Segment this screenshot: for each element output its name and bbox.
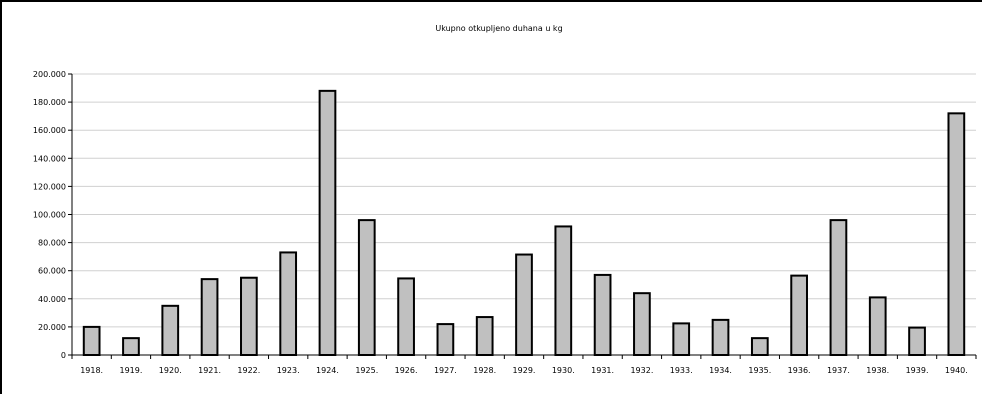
bar-1920 xyxy=(161,304,180,357)
bar-1929 xyxy=(515,253,533,356)
bar-1930 xyxy=(554,225,573,356)
x-tick-label: 1936. xyxy=(788,366,811,375)
y-tick-label: 160.000 xyxy=(33,126,66,135)
bar-1922 xyxy=(240,276,258,357)
x-tick-label: 1938. xyxy=(866,366,889,375)
x-tick-label: 1932. xyxy=(630,366,653,375)
bar-1933 xyxy=(672,322,691,357)
x-tick-label: 1926. xyxy=(395,366,418,375)
bar-1932 xyxy=(633,292,651,356)
x-tick-label: 1929. xyxy=(513,366,536,375)
y-tick-label: 60.000 xyxy=(38,267,66,276)
y-tick-label: 80.000 xyxy=(38,239,66,248)
x-tick-label: 1928. xyxy=(473,366,496,375)
x-tick-label: 1919. xyxy=(120,366,143,375)
y-tick-label: 20.000 xyxy=(38,323,66,332)
bar-1921 xyxy=(200,278,219,357)
y-tick-label: 40.000 xyxy=(38,295,66,304)
bar-1924 xyxy=(318,89,337,357)
bar-1923 xyxy=(279,251,298,356)
x-tick-label: 1918. xyxy=(80,366,103,375)
y-tick-label: 200.000 xyxy=(33,70,66,79)
grid-lines xyxy=(72,73,976,328)
x-tick-label: 1925. xyxy=(355,366,378,375)
bar-1926 xyxy=(397,277,415,356)
bar-1919 xyxy=(122,337,140,357)
x-tick-label: 1939. xyxy=(906,366,929,375)
x-tick-label: 1933. xyxy=(670,366,693,375)
chart-title: Ukupno otkupljeno duhana u kg xyxy=(435,24,562,33)
y-tick-label: 120.000 xyxy=(33,182,66,191)
y-tick-label: 140.000 xyxy=(33,154,66,163)
bar-1937 xyxy=(829,219,848,356)
x-tick-label: 1922. xyxy=(237,366,260,375)
x-tick-label: 1934. xyxy=(709,366,732,375)
bar-1940 xyxy=(947,112,966,356)
x-tick-label: 1924. xyxy=(316,366,339,375)
x-tick-label: 1940. xyxy=(945,366,968,375)
x-tick-label: 1930. xyxy=(552,366,575,375)
bar-1925 xyxy=(357,219,376,356)
bar-1934 xyxy=(711,318,730,356)
bar-1936 xyxy=(790,274,808,356)
bar-1935 xyxy=(750,337,769,357)
y-tick-label: 100.000 xyxy=(33,211,66,220)
y-tick-label: 0 xyxy=(61,351,66,360)
bar-1927 xyxy=(436,323,455,356)
bar-1928 xyxy=(475,316,494,357)
x-tick-label: 1927. xyxy=(434,366,457,375)
x-tick-label: 1923. xyxy=(277,366,300,375)
bar-1939 xyxy=(908,326,926,357)
x-tick-label: 1935. xyxy=(748,366,771,375)
x-tick-label: 1921. xyxy=(198,366,221,375)
y-axis-ticks: 0 20.000 40.000 60.000 80.000 100.000 120.000 1… xyxy=(33,70,72,360)
y-tick-label: 180.000 xyxy=(33,98,66,107)
x-tick-label: 1920. xyxy=(159,366,182,375)
bar-1918 xyxy=(82,325,101,356)
x-tick-label: 1931. xyxy=(591,366,614,375)
x-tick-label: 1937. xyxy=(827,366,850,375)
bar-1938 xyxy=(868,296,887,356)
x-axis-ticks: 1918. 1919. 1920. 1921. 1922. 1923. 1924. 1925.… xyxy=(71,355,977,375)
bar-1931 xyxy=(593,273,612,357)
